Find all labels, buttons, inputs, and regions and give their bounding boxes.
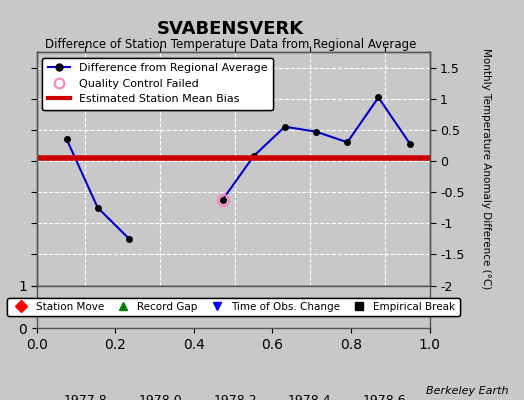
Y-axis label: Monthly Temperature Anomaly Difference (°C): Monthly Temperature Anomaly Difference (… [481,48,492,289]
Legend: Station Move, Record Gap, Time of Obs. Change, Empirical Break: Station Move, Record Gap, Time of Obs. C… [7,298,460,316]
Text: Berkeley Earth: Berkeley Earth [426,386,508,396]
Text: Difference of Station Temperature Data from Regional Average: Difference of Station Temperature Data f… [45,38,416,51]
Legend: Difference from Regional Average, Quality Control Failed, Estimated Station Mean: Difference from Regional Average, Qualit… [42,58,273,110]
Text: SVABENSVERK: SVABENSVERK [157,20,304,38]
